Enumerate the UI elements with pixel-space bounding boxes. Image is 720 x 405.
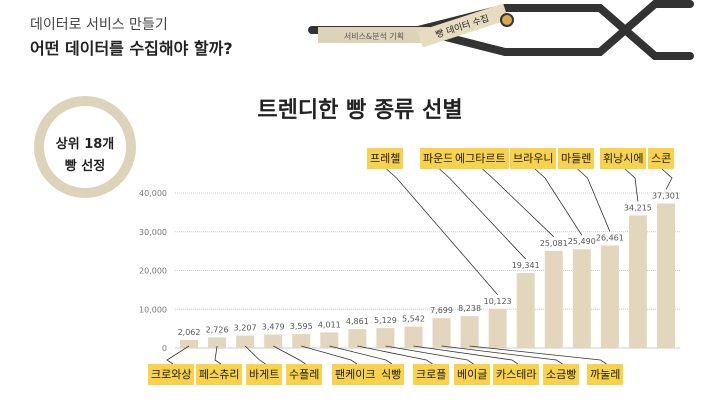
data-label: 5,129 <box>374 316 397 325</box>
data-label: 3,479 <box>262 323 285 332</box>
data-label: 2,062 <box>178 328 201 337</box>
bar <box>432 318 451 348</box>
category-label: 휘낭시에 <box>600 148 647 169</box>
bar <box>292 334 311 348</box>
leader-line <box>357 345 433 365</box>
bar <box>236 335 255 348</box>
y-tick-label: 10,000 <box>139 305 167 314</box>
process-step-left-label: 서비스&분석 기획 <box>344 31 404 41</box>
leader-line <box>214 345 222 365</box>
bar <box>516 273 535 348</box>
y-tick-label: 0 <box>162 344 167 353</box>
leader-line <box>624 168 639 202</box>
category-label: 브라우니 <box>510 148 557 169</box>
data-label: 7,699 <box>430 306 453 315</box>
category-label: 마들렌 <box>558 148 595 169</box>
data-label: 2,726 <box>206 325 229 334</box>
data-label: 10,123 <box>484 297 512 306</box>
bar <box>376 328 395 348</box>
category-label: 바게트 <box>246 364 283 385</box>
category-label: 크로플 <box>413 364 450 385</box>
bar <box>600 245 619 348</box>
data-label: 3,595 <box>290 322 313 331</box>
bar <box>656 203 675 348</box>
data-label: 4,011 <box>318 320 341 329</box>
category-label: 크로와상 <box>148 364 195 385</box>
data-label: 37,301 <box>652 191 680 200</box>
category-label: 스콘 <box>648 148 675 169</box>
bar <box>208 337 227 348</box>
leader-line <box>482 168 555 238</box>
category-label: 페스츄리 <box>196 364 243 385</box>
category-label: 베이글 <box>454 364 491 385</box>
bar <box>180 340 199 348</box>
data-label: 5,542 <box>402 315 425 324</box>
bar <box>544 250 563 348</box>
data-label: 19,341 <box>512 261 540 270</box>
leader-line <box>441 345 563 365</box>
data-label: 25,490 <box>568 237 596 246</box>
leader-line <box>273 345 306 365</box>
data-label: 4,861 <box>346 317 369 326</box>
category-label: 에그타르트 <box>452 148 509 169</box>
bar <box>320 332 339 348</box>
category-label: 카스테라 <box>493 364 540 385</box>
category-label: 식빵 <box>378 364 405 385</box>
leader-line <box>439 168 526 260</box>
badge-label-bottom: 빵 선정 <box>64 159 106 174</box>
subtitle: 데이터로 서비스 만들기 <box>30 17 168 33</box>
leader-line <box>329 345 393 365</box>
y-tick-label: 30,000 <box>139 228 167 237</box>
category-label: 까눌레 <box>587 364 624 385</box>
bar <box>460 316 479 348</box>
data-label: 3,207 <box>234 324 257 333</box>
bar <box>404 326 423 348</box>
y-tick-label: 20,000 <box>139 267 167 276</box>
bar <box>628 215 647 348</box>
badge-ring <box>34 96 136 198</box>
data-label: 34,215 <box>624 203 652 212</box>
leader-line <box>386 168 498 296</box>
chart-title: 트렌디한 빵 종류 선별 <box>257 98 463 123</box>
bar <box>348 329 367 348</box>
bar <box>264 334 283 348</box>
process-step-current-band <box>417 3 509 48</box>
bar <box>572 249 591 348</box>
leader-line <box>301 345 358 365</box>
leader-line <box>534 168 583 236</box>
category-label: 팬케이크 <box>332 364 379 385</box>
leader-line <box>244 345 266 365</box>
badge-label-top: 상위 18개 <box>55 137 115 152</box>
y-tick-label: 40,000 <box>139 189 167 198</box>
data-label: 8,238 <box>458 304 481 313</box>
leader-line <box>661 168 673 190</box>
data-label: 25,081 <box>540 239 568 248</box>
category-label: 소금빵 <box>543 364 580 385</box>
leader-line <box>166 345 190 365</box>
leader-line <box>577 168 611 232</box>
marker-icon <box>500 13 514 27</box>
category-label: 프레첼 <box>367 148 404 169</box>
leader-line <box>413 345 519 365</box>
process-step-left-band <box>318 27 430 43</box>
leader-line <box>385 345 474 365</box>
category-label: 파운드 <box>420 148 457 169</box>
page-headline: 어떤 데이터를 수집해야 할까? <box>30 39 233 58</box>
data-label: 26,461 <box>596 233 624 242</box>
category-label: 수플레 <box>286 364 323 385</box>
bar <box>488 308 507 348</box>
leader-line <box>469 345 607 365</box>
